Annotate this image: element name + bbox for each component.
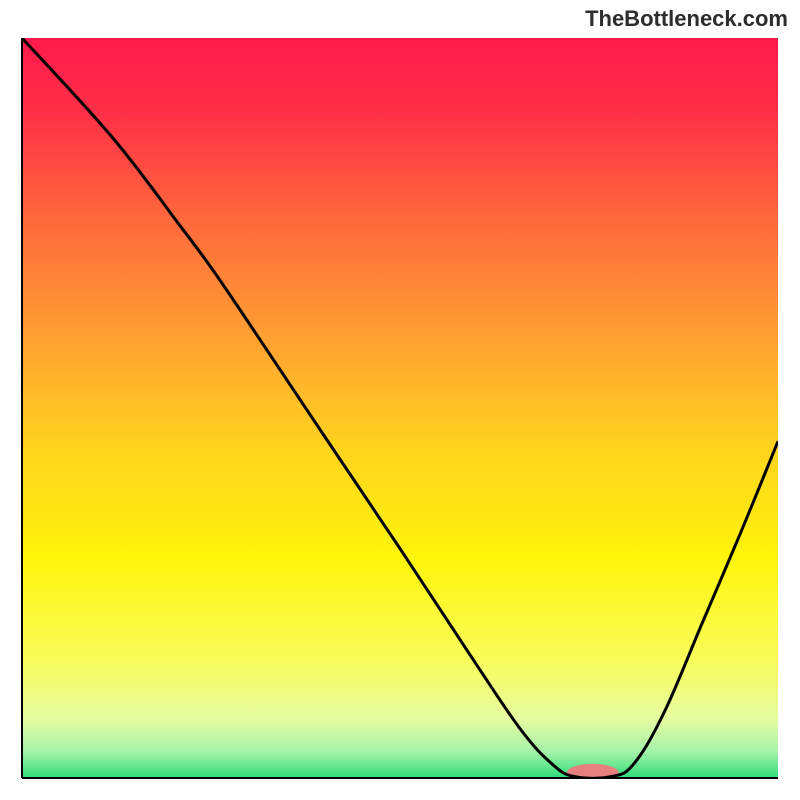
chart-container: TheBottleneck.com [0, 0, 800, 800]
gradient-background [22, 38, 778, 778]
optimal-marker [567, 764, 619, 782]
bottleneck-chart [0, 0, 800, 800]
